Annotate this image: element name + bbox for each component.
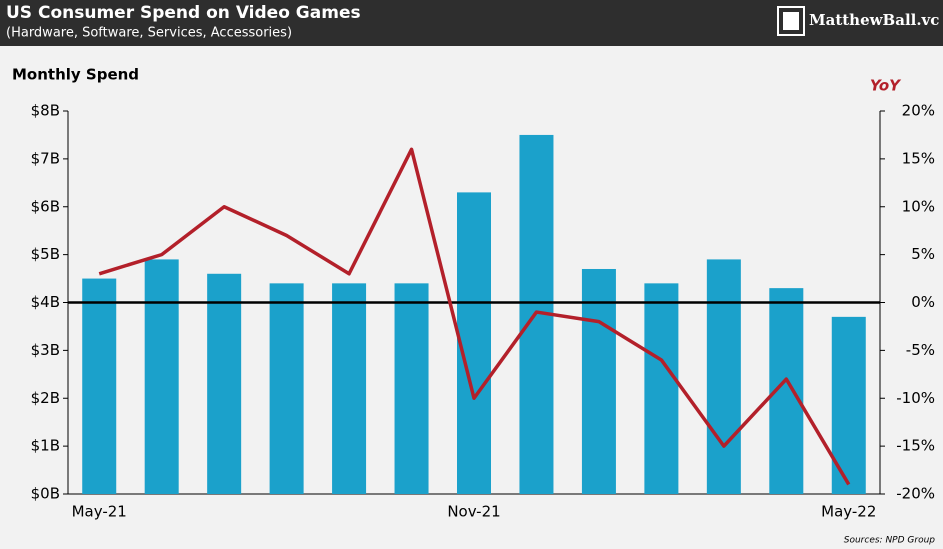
y-tick-label: $1B	[31, 437, 60, 455]
y2-tick-label: 0%	[911, 293, 935, 311]
y2-tick-label: -15%	[896, 437, 935, 455]
chart-title: US Consumer Spend on Video Games	[6, 3, 361, 23]
y2-tick-label: 20%	[902, 102, 935, 120]
logo-icon	[777, 6, 805, 36]
bar	[207, 273, 242, 494]
bar	[82, 278, 117, 494]
logo-text: MatthewBall.vc	[809, 11, 939, 29]
bar	[644, 283, 679, 494]
y-axis-label: Monthly Spend	[12, 66, 139, 84]
y-tick-label: $6B	[31, 197, 60, 215]
y-tick-label: $0B	[31, 485, 60, 503]
y2-tick-label: -10%	[896, 389, 935, 407]
bar	[332, 283, 367, 494]
y-tick-label: $2B	[31, 389, 60, 407]
y2-axis-label: YoY	[870, 77, 902, 95]
bar	[581, 268, 616, 494]
y-tick-label: $5B	[31, 245, 60, 263]
bar	[706, 259, 741, 494]
y2-tick-label: 10%	[902, 197, 935, 215]
bar	[457, 192, 491, 494]
y-tick-label: $3B	[31, 341, 60, 359]
line	[98, 147, 851, 486]
y-tick-label: $4B	[31, 293, 60, 311]
logo-icon-inner	[783, 12, 799, 30]
y2-tick-label: 5%	[911, 245, 935, 263]
bar	[394, 283, 429, 494]
y2-tick-label: -5%	[906, 341, 935, 359]
y2-tick-label: 15%	[902, 149, 935, 167]
y2-tick-label: -20%	[896, 485, 935, 503]
source: Sources: NPD Group	[844, 536, 936, 546]
chart-subtitle: (Hardware, Software, Services, Accessori…	[6, 26, 292, 41]
y-tick-label: $8B	[31, 102, 60, 120]
bar	[144, 259, 179, 494]
x-tick-label: May-21	[72, 503, 127, 521]
x-tick-label: Nov-21	[447, 503, 500, 521]
bar	[269, 283, 304, 494]
x-tick-label: May-22	[821, 503, 876, 521]
y-tick-label: $7B	[31, 149, 60, 167]
